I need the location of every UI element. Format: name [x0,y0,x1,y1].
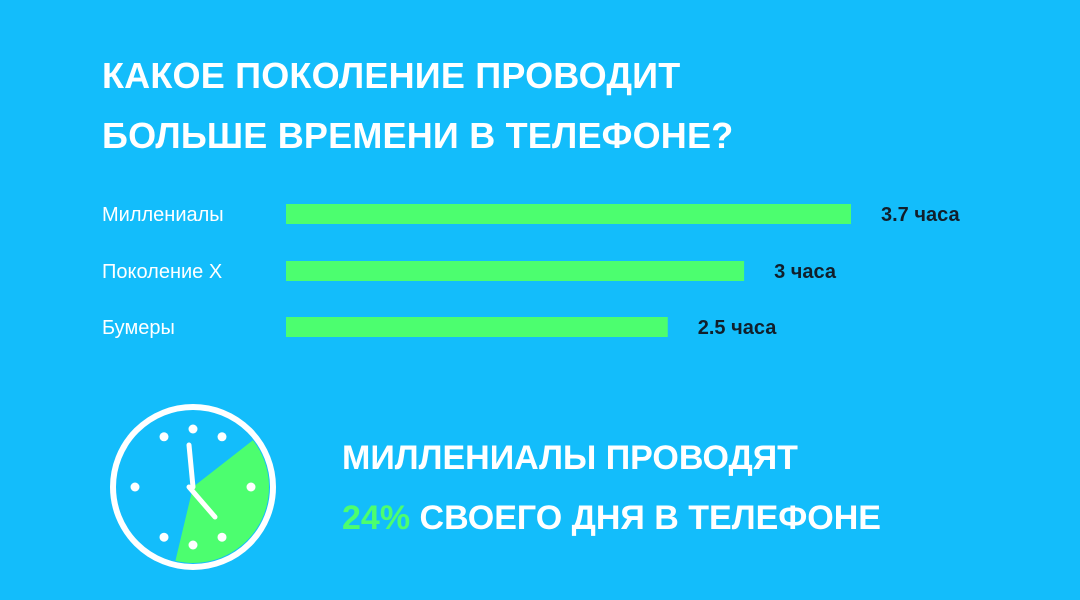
category-label: Бумеры [102,317,175,339]
bar [286,261,745,281]
clock-hour-dot [159,532,169,542]
clock-hour-dot [217,532,227,542]
clock-hour-dot [130,482,140,492]
clock-highlight-sector [175,440,269,563]
page-title: КАКОЕ ПОКОЛЕНИЕ ПРОВОДИТ БОЛЬШЕ ВРЕМЕНИ … [102,46,922,166]
clock-minute-hand [186,484,218,520]
highlight-line-2-text: СВОЕГО ДНЯ В ТЕЛЕФОНЕ [410,499,881,537]
value-label: 3.7 часа [881,204,960,226]
highlight-percent: 24% [342,499,411,537]
clock-hour-dot [188,424,198,434]
clock-icon [110,404,276,570]
clock-hour-dot [217,432,227,442]
clock-hour-dot [188,540,198,550]
bar [286,204,851,224]
value-label: 3 часа [774,261,837,283]
clock-hour-dot [246,482,256,492]
highlight-line-1: МИЛЛЕНИАЛЫ ПРОВОДЯТ [342,439,798,477]
title-line-2: БОЛЬШЕ ВРЕМЕНИ В ТЕЛЕФОНЕ? [102,115,734,156]
clock-hour-dot [159,432,169,442]
clock-face [110,404,276,570]
value-label: 2.5 часа [698,317,777,339]
category-label: Миллениалы [102,204,224,226]
category-label: Поколение X [102,261,222,283]
clock-hour-hand [186,442,196,490]
title-line-1: КАКОЕ ПОКОЛЕНИЕ ПРОВОДИТ [102,55,681,96]
bar [286,317,668,337]
highlight-line-2: 24% СВОЕГО ДНЯ В ТЕЛЕФОНЕ [342,498,881,538]
